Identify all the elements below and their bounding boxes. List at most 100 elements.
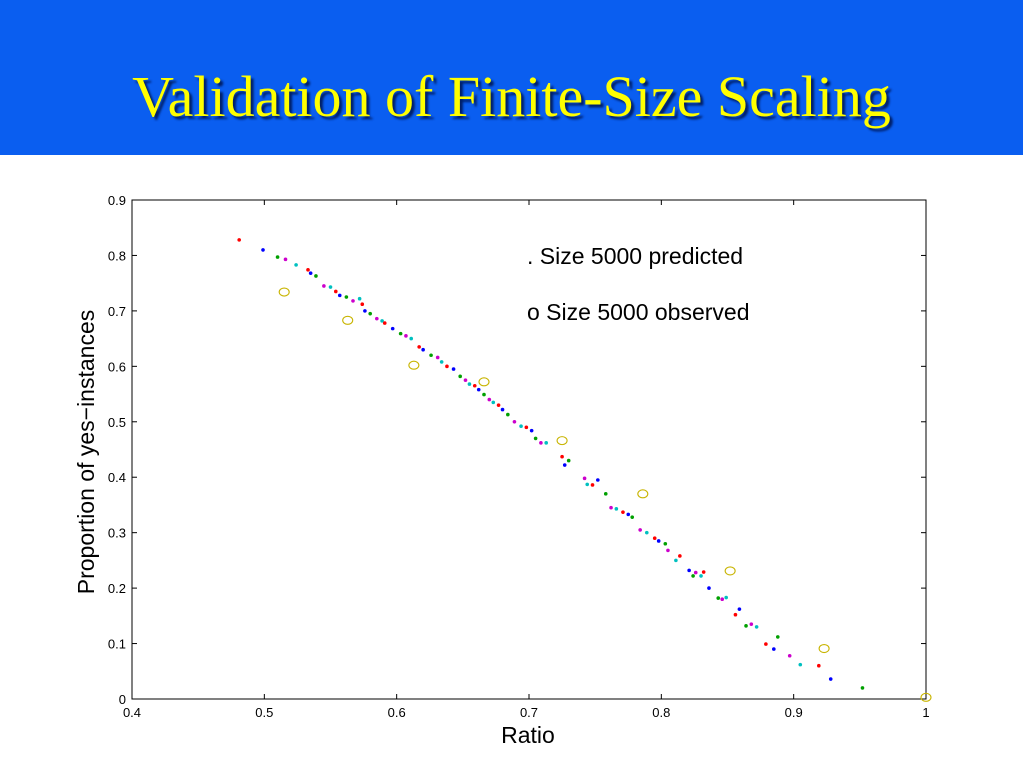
x-tick-label: 0.8 — [652, 705, 670, 720]
predicted-point — [467, 382, 472, 386]
predicted-point — [603, 492, 608, 496]
predicted-point — [609, 505, 613, 510]
predicted-point — [529, 428, 534, 433]
observed-point — [556, 436, 568, 446]
y-tick-label: 0.1 — [108, 637, 126, 652]
y-tick-label: 0.3 — [108, 526, 126, 541]
predicted-point — [261, 248, 265, 252]
predicted-point — [382, 321, 387, 325]
predicted-point — [409, 336, 414, 341]
y-axis-title: Proportion of yes−instances — [73, 310, 99, 594]
observed-point — [342, 315, 354, 325]
predicted-point — [519, 424, 523, 429]
predicted-point — [787, 653, 792, 658]
predicted-point — [487, 397, 492, 402]
predicted-point — [626, 512, 631, 517]
predicted-series — [237, 238, 865, 690]
predicted-point — [322, 284, 326, 288]
predicted-point — [737, 607, 742, 611]
observed-point — [920, 692, 932, 702]
predicted-point — [357, 296, 362, 301]
observed-point — [637, 489, 649, 499]
predicted-point — [476, 387, 481, 392]
predicted-point — [237, 238, 241, 242]
x-tick-label: 1 — [922, 705, 929, 720]
y-axis-ticks: 0 0.1 0.2 0.3 0.4 0.5 0.6 0.7 0.8 0.9 — [108, 193, 926, 707]
predicted-point — [360, 302, 365, 307]
predicted-point — [463, 378, 468, 382]
y-tick-label: 0 — [119, 692, 126, 707]
predicted-point — [644, 530, 649, 535]
predicted-point — [562, 463, 567, 467]
predicted-point — [828, 677, 833, 681]
predicted-point — [798, 662, 803, 667]
predicted-point — [582, 476, 587, 481]
observed-point — [408, 360, 420, 370]
predicted-point — [398, 331, 403, 336]
predicted-point — [693, 570, 698, 575]
y-tick-label: 0.5 — [108, 415, 126, 430]
predicted-point — [451, 367, 456, 371]
y-tick-label: 0.4 — [108, 470, 126, 485]
x-tick-label: 0.7 — [520, 705, 538, 720]
predicted-point — [621, 510, 625, 514]
predicted-point — [775, 635, 780, 639]
y-tick-label: 0.6 — [108, 359, 126, 374]
predicted-point — [417, 345, 421, 349]
predicted-point — [496, 403, 501, 407]
legend-entry-predicted: . Size 5000 predicted — [527, 243, 743, 269]
predicted-point — [638, 528, 642, 532]
predicted-point — [491, 400, 496, 405]
predicted-point — [585, 482, 590, 487]
predicted-point — [344, 295, 349, 299]
x-axis-title: Ratio — [501, 722, 555, 748]
observed-series — [278, 287, 932, 702]
predicted-point — [314, 274, 318, 278]
y-tick-label: 0.7 — [108, 304, 126, 319]
predicted-point — [666, 548, 670, 553]
predicted-point — [754, 625, 759, 629]
predicted-point — [524, 425, 529, 430]
predicted-point — [363, 309, 367, 313]
predicted-point — [308, 271, 313, 275]
predicted-point — [421, 347, 425, 352]
predicted-point — [390, 326, 395, 331]
predicted-point — [674, 558, 678, 563]
predicted-point — [744, 624, 748, 628]
predicted-point — [435, 355, 440, 360]
slide-title: Validation of Finite-Size Scaling — [132, 64, 891, 129]
predicted-point — [724, 595, 728, 600]
predicted-point — [368, 311, 373, 316]
predicted-point — [306, 268, 310, 272]
predicted-point — [720, 597, 725, 601]
predicted-point — [733, 612, 738, 617]
predicted-point — [351, 299, 355, 303]
predicted-point — [701, 570, 706, 574]
x-tick-label: 0.5 — [255, 705, 273, 720]
predicted-point — [678, 554, 682, 558]
predicted-point — [772, 647, 776, 651]
predicted-point — [566, 458, 571, 463]
predicted-point — [817, 663, 821, 668]
predicted-point — [404, 334, 408, 338]
observed-point — [818, 643, 830, 654]
predicted-point — [482, 392, 486, 397]
x-tick-label: 0.4 — [123, 705, 141, 720]
predicted-point — [533, 436, 538, 441]
y-tick-label: 0.9 — [108, 193, 126, 208]
predicted-point — [663, 541, 668, 546]
predicted-point — [707, 586, 711, 590]
predicted-point — [716, 596, 721, 600]
x-tick-label: 0.9 — [785, 705, 803, 720]
predicted-point — [630, 515, 635, 519]
predicted-point — [445, 364, 449, 369]
predicted-point — [512, 419, 517, 424]
predicted-point — [458, 374, 462, 379]
observed-point — [278, 287, 290, 297]
predicted-point — [614, 507, 619, 511]
predicted-point — [283, 257, 288, 262]
predicted-point — [860, 686, 865, 690]
predicted-point — [337, 293, 342, 298]
predicted-point — [380, 319, 384, 323]
y-tick-label: 0.2 — [108, 581, 126, 596]
